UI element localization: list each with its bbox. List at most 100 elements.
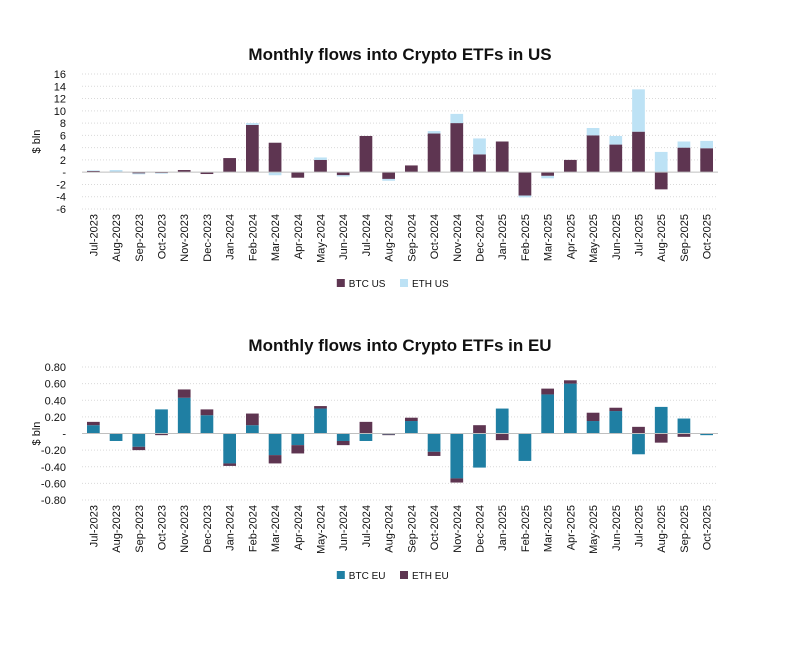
- bar-eth-us-feb-2025: [518, 195, 532, 198]
- x-tick-label: Oct-2024: [429, 505, 441, 550]
- legend-swatch: [336, 571, 345, 579]
- bar-eth-eu-jul-2023: [86, 421, 100, 426]
- bar-btc-eu-apr-2024: [291, 433, 305, 446]
- x-tick-label: Oct-2025: [702, 505, 714, 550]
- legend: BTC EU ETH EU: [336, 571, 449, 582]
- x-tick-label: Aug-2025: [656, 214, 668, 262]
- chart-2: Monthly flows into Crypto ETFs in EU 0.80…: [31, 336, 718, 582]
- x-tick-label: Aug-2023: [111, 505, 123, 553]
- x-tick-label: Oct-2025: [702, 214, 714, 259]
- y-tick-label: -: [62, 429, 66, 441]
- y-tick-label: 0.80: [45, 362, 66, 374]
- bar-eth-us-may-2024: [314, 157, 327, 160]
- x-tick-label: Jul-2024: [361, 505, 373, 547]
- x-tick-label: Oct-2023: [157, 505, 169, 550]
- legend: BTC US ETH US: [336, 279, 449, 290]
- bar-eth-eu-may-2024: [314, 406, 327, 409]
- y-tick-label: -0.40: [41, 462, 66, 474]
- x-tick-label: Apr-2024: [293, 214, 305, 259]
- bar-btc-eu-feb-2024: [245, 425, 259, 434]
- bar-eth-eu-sep-2024: [404, 417, 418, 422]
- bar-btc-us-apr-2024: [291, 172, 305, 178]
- bar-btc-us-oct-2024: [427, 133, 441, 173]
- bar-btc-eu-jul-2023: [86, 425, 100, 434]
- x-tick-label: Sep-2023: [134, 214, 146, 262]
- x-tick-label: Apr-2024: [293, 505, 305, 550]
- bar-btc-eu-nov-2024: [450, 433, 464, 479]
- x-tick-label: Feb-2025: [520, 214, 532, 261]
- bar-btc-eu-nov-2023: [177, 397, 191, 434]
- x-tick-label: Jun-2025: [611, 505, 623, 551]
- bar-btc-eu-mar-2025: [541, 394, 555, 434]
- x-tick-label: Oct-2023: [157, 214, 169, 259]
- x-tick-label: Sep-2023: [134, 505, 146, 553]
- bar-eth-us-jul-2023: [86, 170, 100, 171]
- x-tick-label: Nov-2023: [179, 214, 191, 262]
- y-tick-label: 0.20: [45, 412, 66, 424]
- y-tick-label: -0.80: [41, 495, 66, 507]
- bar-btc-us-nov-2023: [177, 170, 191, 173]
- x-tick-label: Jan-2024: [225, 214, 237, 260]
- bar-btc-us-dec-2023: [200, 172, 214, 175]
- bar-btc-eu-aug-2025: [654, 406, 668, 434]
- y-tick-label: 0.60: [45, 379, 66, 391]
- bar-eth-eu-jul-2025: [632, 426, 645, 434]
- bar-eth-eu-sep-2025: [677, 433, 691, 437]
- chart-title: Monthly flows into Crypto ETFs in US: [248, 45, 551, 64]
- bar-btc-us-sep-2024: [404, 165, 418, 173]
- bar-eth-eu-nov-2024: [450, 478, 464, 483]
- bar-btc-us-jan-2025: [495, 141, 509, 173]
- bar-eth-us-mar-2025: [541, 175, 555, 179]
- x-tick-label: May-2024: [316, 214, 328, 263]
- bar-btc-eu-jan-2024: [223, 433, 237, 464]
- x-tick-label: Jan-2025: [497, 505, 509, 551]
- bar-btc-us-aug-2025: [654, 172, 668, 190]
- y-tick-label: 4: [60, 143, 66, 155]
- x-tick-label: Jul-2023: [88, 505, 100, 547]
- y-tick-label: -4: [56, 192, 66, 204]
- bar-btc-eu-oct-2023: [155, 409, 168, 434]
- y-tick-label: 8: [60, 118, 66, 130]
- x-tick-label: Apr-2025: [565, 214, 577, 259]
- x-tick-label: Aug-2025: [656, 505, 668, 553]
- legend-label: ETH US: [412, 279, 449, 290]
- bar-btc-eu-sep-2024: [404, 421, 418, 434]
- bar-btc-us-oct-2025: [700, 148, 714, 173]
- bar-eth-us-jun-2024: [336, 175, 350, 177]
- y-tick-label: 6: [60, 130, 66, 142]
- bar-eth-us-oct-2024: [427, 131, 441, 134]
- bar-btc-eu-mar-2024: [268, 433, 282, 456]
- bar-btc-eu-oct-2024: [427, 433, 441, 452]
- x-tick-label: Mar-2024: [270, 214, 282, 261]
- x-tick-label: Dec-2023: [202, 214, 214, 262]
- bar-btc-us-jul-2024: [359, 135, 373, 173]
- bar-eth-us-sep-2025: [677, 141, 691, 148]
- bar-btc-eu-feb-2025: [518, 433, 532, 461]
- chart-1: Monthly flows into Crypto ETFs in US 1614…: [31, 45, 718, 290]
- bar-btc-eu-apr-2025: [563, 383, 577, 434]
- bar-btc-eu-jul-2025: [632, 433, 645, 455]
- bar-eth-us-mar-2024: [268, 172, 282, 176]
- y-tick-label: 16: [54, 69, 66, 81]
- y-tick-label: -2: [56, 179, 66, 191]
- bar-eth-us-jun-2025: [609, 135, 623, 145]
- bar-eth-eu-jul-2024: [359, 421, 373, 434]
- x-tick-label: Jun-2024: [338, 505, 350, 551]
- bar-eth-us-nov-2024: [450, 113, 464, 124]
- bar-btc-eu-sep-2023: [132, 433, 146, 447]
- x-tick-label: May-2025: [588, 214, 600, 263]
- bar-eth-eu-aug-2024: [382, 434, 396, 436]
- bar-btc-us-jan-2024: [223, 158, 237, 173]
- bar-btc-us-may-2024: [314, 159, 327, 173]
- legend-swatch: [336, 279, 345, 287]
- bar-btc-us-jun-2025: [609, 144, 623, 173]
- bar-btc-us-sep-2023: [132, 172, 146, 174]
- x-tick-label: Oct-2024: [429, 214, 441, 259]
- legend-swatch: [400, 571, 408, 579]
- bar-eth-eu-dec-2024: [473, 425, 486, 434]
- bar-eth-eu-apr-2024: [291, 445, 305, 454]
- bar-btc-us-apr-2025: [563, 159, 577, 173]
- bar-btc-eu-dec-2024: [473, 433, 486, 468]
- bar-btc-eu-dec-2023: [200, 415, 214, 434]
- y-tick-label: 0.40: [45, 395, 66, 407]
